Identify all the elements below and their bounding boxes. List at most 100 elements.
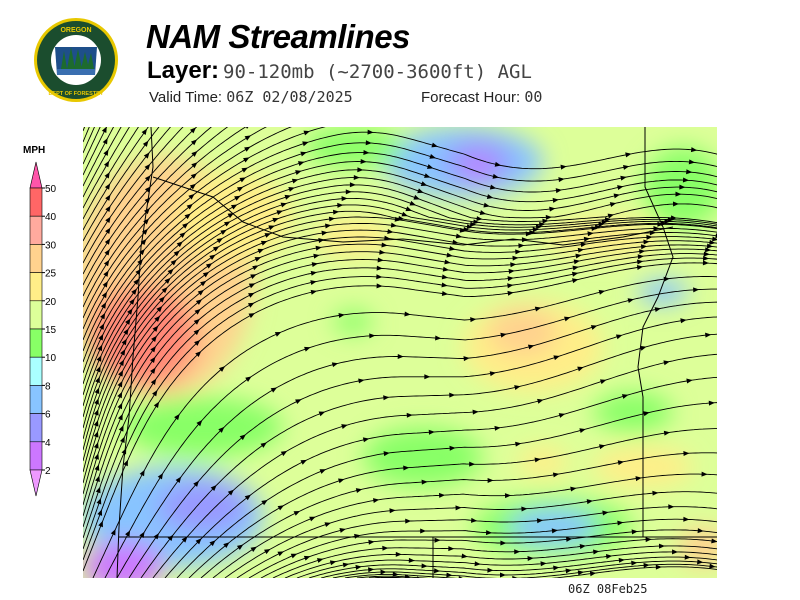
streamline-arrow-icon [191, 151, 198, 157]
streamline-arrow-icon [274, 332, 282, 337]
streamline-arrow-icon [104, 183, 111, 190]
streamline-arrow-icon [469, 221, 477, 227]
streamline-arrow-icon [120, 349, 126, 356]
streamline [83, 262, 717, 572]
streamline-arrow-icon [390, 222, 398, 228]
streamline-arrow-icon [434, 568, 441, 574]
streamline-arrow-icon [153, 533, 159, 540]
streamline-arrow-icon [236, 186, 244, 192]
streamline-arrow-icon [424, 173, 431, 178]
streamline-arrow-icon [701, 471, 708, 477]
streamline-arrow-icon [260, 240, 268, 246]
streamline-arrow-icon [452, 239, 459, 245]
streamline-arrow-icon [586, 499, 593, 505]
streamline-arrow-icon [420, 528, 427, 534]
streamline-arrow-icon [189, 127, 197, 134]
streamline-arrow-icon [593, 549, 600, 555]
streamline-arrow-icon [97, 509, 103, 516]
streamline [188, 428, 717, 578]
streamline [83, 142, 717, 363]
streamline-arrow-icon [514, 549, 521, 555]
streamline-arrow-icon [675, 191, 682, 197]
streamline-arrow-icon [234, 195, 241, 201]
streamline-arrow-icon [241, 167, 248, 173]
streamline-arrow-icon [121, 448, 127, 455]
streamline-arrow-icon [403, 465, 410, 471]
streamline-arrow-icon [508, 268, 515, 274]
streamline-arrow-icon [236, 544, 244, 550]
streamline-arrow-icon [189, 183, 197, 190]
streamline-arrow-icon [709, 239, 716, 245]
streamline-arrow-icon [532, 227, 539, 233]
streamline-arrow-icon [304, 346, 311, 352]
streamline-arrow-icon [551, 528, 558, 534]
streamline [83, 127, 95, 154]
streamline-arrow-icon [470, 517, 478, 523]
streamline-arrow-icon [209, 254, 216, 261]
streamline-arrow-icon [389, 508, 396, 514]
page-title: NAM Streamlines [146, 18, 410, 55]
streamline-arrow-icon [709, 563, 716, 569]
streamline-arrow-icon [476, 216, 483, 222]
streamline-arrow-icon [144, 186, 151, 193]
streamline [296, 551, 717, 578]
streamline-arrow-icon [325, 223, 332, 229]
streamline-arrow-icon [193, 318, 200, 325]
streamline-arrow-icon [167, 268, 174, 275]
streamline-arrow-icon [704, 247, 712, 253]
streamline-arrow-icon [583, 236, 591, 242]
streamline-arrow-icon [715, 233, 717, 239]
streamline-arrow-icon [195, 351, 202, 358]
streamline-arrow-icon [117, 402, 123, 410]
streamline-arrow-icon [500, 540, 507, 546]
streamline-arrow-icon [617, 460, 625, 466]
streamline-arrow-icon [645, 537, 652, 543]
streamline-arrow-icon [441, 291, 449, 296]
legend-swatch [29, 356, 43, 386]
streamline-arrow-icon [598, 221, 605, 227]
svg-text:OREGON: OREGON [60, 27, 91, 34]
streamline-arrow-icon [167, 534, 174, 541]
streamline-arrow-icon [143, 152, 150, 159]
streamline-arrow-icon [599, 444, 606, 450]
streamline [83, 127, 326, 341]
streamline-arrow-icon [98, 333, 104, 341]
streamline-arrow-icon [643, 411, 650, 417]
streamline-arrow-icon [328, 216, 336, 222]
model-run-stamp: 06Z 08Feb25 [568, 582, 648, 596]
streamline-arrow-icon [175, 476, 182, 483]
forecast-hour-label: Forecast Hour: [421, 89, 521, 106]
streamline-arrow-icon [537, 398, 544, 404]
streamline-arrow-icon [139, 248, 145, 256]
streamline-arrow-icon [303, 130, 310, 136]
streamline-arrow-icon [353, 174, 360, 180]
streamline-arrow-icon [316, 558, 324, 563]
streamline-arrow-icon [617, 520, 624, 526]
streamline-arrow-icon [417, 188, 424, 194]
streamline-arrow-icon [463, 356, 470, 362]
layer-value: 90-120mb (~2700-3600ft) AGL [223, 61, 532, 83]
streamline-arrow-icon [383, 395, 390, 401]
streamline-arrow-icon [284, 194, 292, 200]
streamline [83, 257, 717, 561]
streamline-arrow-icon [276, 210, 283, 216]
streamline-arrow-icon [598, 289, 606, 295]
legend-swatch [29, 187, 43, 217]
streamline-arrow-icon [302, 141, 309, 147]
streamline-arrow-icon [690, 147, 698, 153]
streamline-arrow-icon [404, 311, 411, 317]
streamline-arrow-icon [98, 520, 103, 528]
streamline-arrow-icon [683, 451, 690, 457]
streamline-arrow-icon [711, 538, 717, 544]
streamline-arrow-icon [156, 306, 163, 313]
streamline-arrow-icon [686, 169, 693, 175]
streamline-arrow-icon [527, 344, 535, 350]
streamline-arrow-icon [103, 160, 110, 168]
streamline-arrow-icon [401, 211, 408, 217]
streamline-arrow-icon [492, 173, 499, 179]
streamline-arrow-icon [470, 317, 477, 323]
streamline-arrow-icon [94, 398, 99, 405]
streamline [320, 560, 717, 578]
streamline-arrow-icon [466, 224, 473, 230]
streamline [308, 556, 717, 578]
